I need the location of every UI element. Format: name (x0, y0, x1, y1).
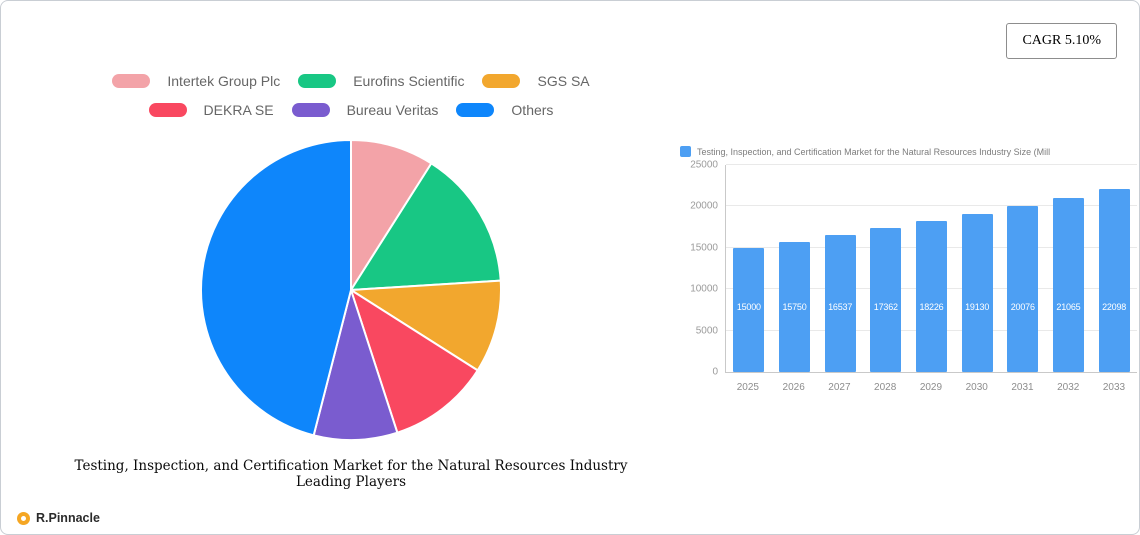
x-axis-label-2030: 2030 (965, 382, 988, 393)
pie-chart[interactable] (197, 136, 505, 444)
bar-2030[interactable]: 19130 (961, 213, 993, 372)
y-axis-tick-label: 15000 (690, 242, 718, 254)
pie-slice-bureau-veritas[interactable] (312, 289, 399, 442)
legend-label: SGS SA (537, 73, 590, 89)
bar-2025[interactable]: 15000 (733, 247, 765, 372)
pie-chart-title: Testing, Inspection, and Certification M… (74, 458, 628, 490)
legend-item-intertek-group-plc[interactable]: Intertek Group Plc (112, 73, 280, 89)
y-axis-tick-label: 20000 (690, 200, 718, 212)
x-axis-label-2027: 2027 (828, 382, 851, 393)
legend-label: Eurofins Scientific (353, 73, 465, 89)
bar-value-label: 15000 (736, 302, 761, 312)
x-axis-label-2031: 2031 (1011, 382, 1034, 393)
y-axis-tick-label: 10000 (690, 283, 718, 295)
bar-value-label: 19130 (965, 302, 990, 312)
bar-chart-section: Testing, Inspection, and Certification M… (673, 146, 1139, 393)
pinnacle-logo-icon (17, 511, 30, 525)
cagr-badge: CAGR 5.10% (1006, 23, 1117, 59)
legend-swatch-icon (148, 103, 187, 117)
brand-name: R.Pinnacle (36, 511, 100, 525)
bar-legend-label: Testing, Inspection, and Certification M… (697, 146, 1051, 157)
legend-label: Intertek Group Plc (167, 73, 281, 89)
x-axis-label-2028: 2028 (874, 382, 897, 393)
x-axis-label-2026: 2026 (782, 382, 805, 393)
bar-2028[interactable]: 17362 (870, 228, 902, 372)
bar-2026[interactable]: 15750 (778, 241, 810, 372)
legend-label: Others (511, 102, 554, 118)
bar-2033[interactable]: 22098 (1098, 189, 1130, 372)
bar-plot-area: 0 5000 10000 15000 20000 25000 15000 15750 16537… (690, 160, 1137, 378)
gridline (726, 164, 1137, 165)
y-axis-tick-label: 0 (712, 366, 718, 378)
legend-label: DEKRA SE (203, 102, 274, 118)
legend-swatch-icon (456, 103, 495, 117)
bar-value-label: 21065 (1056, 302, 1081, 312)
bar-value-label: 22098 (1102, 302, 1127, 312)
legend-item-others[interactable]: Others (456, 102, 553, 118)
bar-2031[interactable]: 20076 (1007, 205, 1039, 372)
legend-swatch-icon (482, 74, 521, 88)
bar-legend-swatch-icon (680, 146, 691, 157)
bar-2027[interactable]: 16537 (824, 235, 856, 372)
pie-slice-others[interactable] (200, 139, 352, 437)
bar-value-label: 15750 (782, 302, 807, 312)
x-axis-label-2032: 2032 (1057, 382, 1080, 393)
pie-legend: Intertek Group Plc Eurofins Scientific SGS… (61, 73, 641, 118)
x-axis-label-2025: 2025 (736, 382, 759, 393)
bar-2032[interactable]: 21065 (1052, 197, 1084, 372)
pie-slice-intertek-group-plc[interactable] (350, 139, 433, 291)
pie-chart-wrap (61, 136, 641, 444)
legend-item-eurofins-scientific[interactable]: Eurofins Scientific (298, 73, 464, 89)
legend-swatch-icon (291, 103, 330, 117)
pie-slice-eurofins-scientific[interactable] (350, 162, 502, 291)
brand-logo: R.Pinnacle (17, 511, 100, 525)
x-axis-label-2033: 2033 (1102, 382, 1126, 393)
y-axis-tick-label: 25000 (690, 159, 718, 171)
legend-label: Bureau Veritas (346, 102, 439, 118)
bar-value-label: 16537 (828, 302, 853, 312)
bar-legend-item[interactable]: Testing, Inspection, and Certification M… (680, 146, 1139, 157)
y-axis-tick-label: 5000 (695, 325, 718, 337)
pie-legend-row: DEKRA SE Bureau Veritas Others (148, 102, 553, 118)
bar-2029[interactable]: 18226 (915, 221, 947, 372)
x-axis-label-2029: 2029 (919, 382, 943, 393)
legend-swatch-icon (298, 74, 337, 88)
legend-item-dekra-se[interactable]: DEKRA SE (148, 102, 274, 118)
legend-item-sgs-sa[interactable]: SGS SA (482, 73, 590, 89)
pie-legend-row: Intertek Group Plc Eurofins Scientific SGS… (112, 73, 590, 89)
legend-swatch-icon (112, 74, 151, 88)
bar-x-axis-labels: 2025 2026 2027 2028 2029 2030 2031 2032 2033 (725, 382, 1137, 393)
bar-value-label: 20076 (1010, 302, 1035, 312)
bars-container: 15000 15750 16537 17362 18226 19130 20076 21065… (726, 165, 1137, 372)
pie-slice-sgs-sa[interactable] (350, 279, 502, 372)
legend-item-bureau-veritas[interactable]: Bureau Veritas (291, 102, 439, 118)
gridline (726, 205, 1137, 207)
pie-slice-dekra-se[interactable] (350, 289, 479, 434)
bar-value-label: 17362 (873, 302, 898, 312)
pie-chart-section: Intertek Group Plc Eurofins Scientific SGS… (61, 73, 641, 490)
bar-value-label: 18226 (919, 302, 944, 312)
